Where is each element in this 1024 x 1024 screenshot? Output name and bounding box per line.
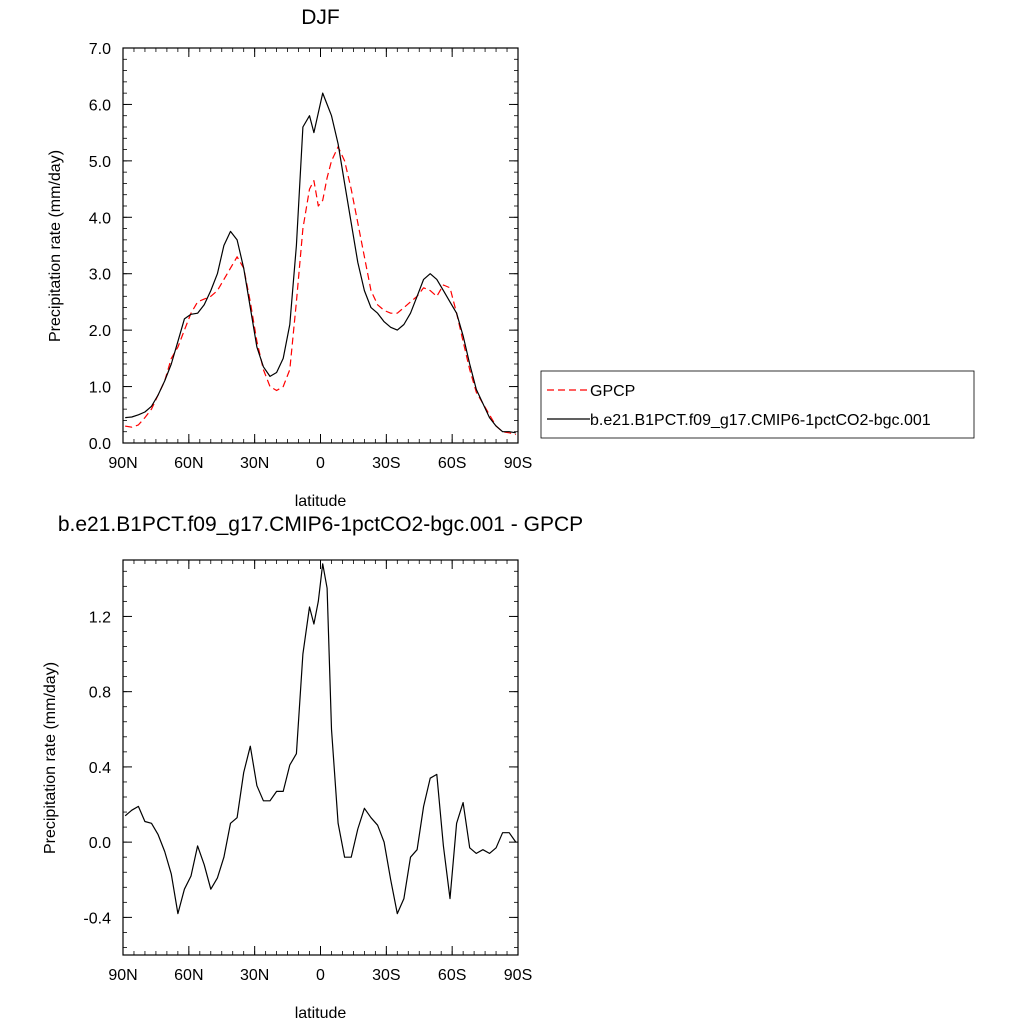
x-tick-label: 0	[316, 967, 325, 984]
y-tick-label: 2.0	[89, 323, 111, 340]
x-tick-label: 90S	[504, 967, 532, 984]
series-line-model	[125, 92, 516, 434]
panel-bottom: b.e21.B1PCT.f09_g17.CMIP6-1pctCO2-bgc.00…	[42, 513, 583, 1022]
x-tick-label: 60S	[438, 455, 466, 472]
series-line-difference	[124, 563, 517, 915]
y-tick-label: 1.2	[89, 609, 111, 626]
y-tick-label: 0.8	[89, 685, 111, 702]
x-axis-label: latitude	[295, 1005, 347, 1022]
plot-frame	[122, 559, 519, 956]
y-tick-label: 5.0	[89, 154, 111, 171]
x-tick-label: 60N	[174, 967, 203, 984]
x-tick-label: 30S	[372, 455, 400, 472]
legend: GPCP b.e21.B1PCT.f09_g17.CMIP6-1pctCO2-b…	[540, 370, 975, 439]
plot-frame	[122, 47, 519, 444]
y-tick-label: 0.0	[89, 436, 111, 453]
x-tick-label: 30N	[240, 967, 269, 984]
x-tick-label: 0	[316, 455, 325, 472]
legend-label-gpcp: GPCP	[590, 383, 635, 400]
x-tick-label: 30N	[240, 455, 269, 472]
x-tick-label: 90S	[504, 455, 532, 472]
y-axis-label: Precipitation rate (mm/day)	[47, 150, 64, 342]
y-tick-label: -0.4	[83, 910, 111, 927]
x-axis-label: latitude	[295, 493, 347, 510]
y-tick-label: 6.0	[89, 97, 111, 114]
panel-top: DJF latitude Precipitation rate (mm/day)…	[47, 6, 532, 510]
y-tick-label: 3.0	[89, 267, 111, 284]
chart-title: DJF	[301, 6, 340, 29]
chart-title: b.e21.B1PCT.f09_g17.CMIP6-1pctCO2-bgc.00…	[58, 513, 583, 536]
x-tick-label: 90N	[108, 967, 137, 984]
y-axis-label: Precipitation rate (mm/day)	[42, 662, 59, 854]
y-tick-label: 4.0	[89, 210, 111, 227]
y-tick-label: 0.0	[89, 835, 111, 852]
series-line-gpcp	[125, 146, 516, 436]
y-tick-label: 0.4	[89, 760, 111, 777]
x-tick-label: 90N	[108, 455, 137, 472]
x-tick-label: 30S	[372, 967, 400, 984]
x-tick-label: 60S	[438, 967, 466, 984]
legend-box	[540, 370, 975, 439]
y-tick-label: 1.0	[89, 380, 111, 397]
legend-label-model: b.e21.B1PCT.f09_g17.CMIP6-1pctCO2-bgc.00…	[590, 412, 931, 429]
y-tick-label: 7.0	[89, 41, 111, 58]
x-tick-label: 60N	[174, 455, 203, 472]
